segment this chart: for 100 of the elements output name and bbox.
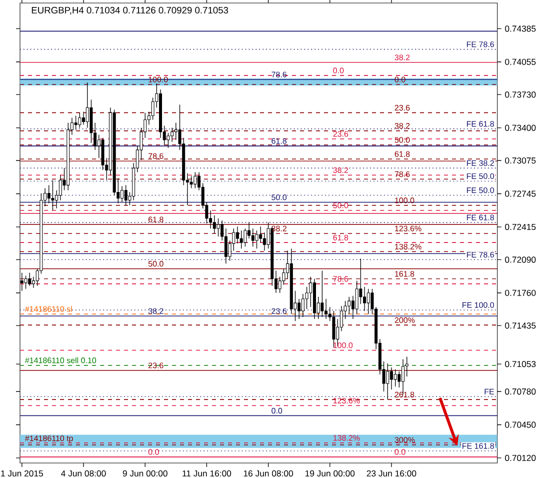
annotation: 23.6 (148, 362, 164, 368)
annotation: 0.0 (148, 449, 159, 455)
y-tick-label: 0.72745 (505, 190, 536, 197)
annotation: #14186110 tp (24, 435, 73, 443)
chart-title: EURGBP,H4 0.71034 0.71126 0.70929 0.71053 (32, 6, 228, 15)
annotation: #14186110 sl (24, 306, 72, 312)
annotation: 61.8 (272, 138, 286, 144)
annotation: 0.0 (272, 408, 282, 414)
annotation: 38.2 (394, 54, 410, 60)
annotation: 78.6 (148, 153, 164, 159)
annotation: 23.6 (272, 308, 286, 314)
candlestick (28, 272, 32, 286)
y-tick-label: 0.70450 (505, 422, 536, 428)
annotation: 61.8 (394, 151, 410, 157)
x-tick-label: 16 Jun 08:00 (244, 470, 293, 476)
annotation: 50.0 (333, 202, 348, 208)
candlestick (262, 232, 266, 251)
annotation: 138.2% (333, 435, 360, 441)
ref-line-label: FE 50.0 (466, 173, 494, 180)
x-tick-label: 23 Jun 16:00 (366, 470, 416, 476)
annotation: 38.2 (394, 123, 410, 129)
annotation: 123.6% (395, 226, 422, 232)
candlestick (216, 218, 220, 237)
y-tick-label: 0.71760 (505, 290, 536, 296)
candlestick (224, 228, 228, 264)
candlestick (51, 180, 54, 211)
annotation: 23.6 (333, 131, 348, 137)
candlestick (82, 111, 86, 126)
candlestick (58, 174, 62, 201)
annotation: 61.8 (148, 216, 164, 222)
annotation: 50.0 (148, 260, 164, 267)
y-tick-label: 0.74385 (505, 26, 536, 32)
y-tick-label: 0.71435 (505, 322, 536, 329)
y-tick-label: 0.70780 (505, 388, 536, 395)
candlestick (363, 286, 366, 312)
x-tick-label: 1 Jun 2015 (1, 470, 43, 476)
annotation: 261.8 (394, 392, 414, 398)
annotation: 38.2 (333, 167, 348, 173)
y-tick-label: 0.72415 (505, 224, 536, 230)
annotation: 78.6 (272, 72, 286, 78)
ref-line-label: FE 161.8 (462, 443, 494, 449)
annotation: 38.2 (148, 308, 164, 314)
candlestick (386, 363, 390, 400)
ref-line-label: FE 38.2 (466, 160, 494, 166)
x-tick-label: 4 Jun 08:00 (61, 470, 106, 476)
candlestick (212, 215, 216, 234)
candlestick (240, 230, 243, 249)
annotation: 100.0 (395, 198, 414, 204)
candlestick (74, 115, 78, 130)
candlestick (259, 226, 262, 243)
annotation: 78.6 (333, 276, 348, 282)
y-tick-label: 0.73400 (505, 124, 536, 131)
annotation: 23.6 (394, 104, 410, 111)
y-tick-label: 0.72090 (505, 256, 536, 263)
candlestick (348, 296, 351, 314)
candlestick (332, 310, 336, 348)
annotation: 200% (394, 317, 415, 323)
ref-line-label: FE 61.8 (466, 121, 494, 127)
y-tick-label: 0.74055 (505, 58, 536, 65)
x-tick-label: 11 Jun 16:00 (182, 470, 232, 476)
ref-line-label: FE 61.8 (466, 214, 494, 220)
candlestick (174, 122, 178, 140)
ref-line-label: FE (484, 388, 494, 394)
candlestick (124, 184, 128, 206)
annotation: 161.8 (395, 270, 414, 277)
y-tick-label: 0.70120 (505, 454, 536, 462)
candlestick (78, 112, 82, 128)
candlestick (301, 294, 304, 318)
annotation: 0.0 (333, 68, 344, 74)
candlestick (47, 184, 50, 204)
annotation: 300% (394, 437, 415, 443)
ref-line-label: FE 78.6 (466, 41, 494, 48)
candlestick (366, 288, 370, 314)
annotation: 0.0 (394, 449, 406, 455)
ref-line-label: FE 100.0 (462, 302, 494, 308)
candlestick (24, 275, 28, 290)
candlestick (194, 172, 197, 189)
annotation: 50.0 (394, 137, 410, 143)
annotation: 78.6 (394, 171, 410, 178)
ref-line-label: FE 50.0 (466, 187, 494, 194)
annotation: 61.8 (333, 234, 348, 240)
candlestick (251, 228, 254, 247)
annotation: #14186110 sell 0.10 (24, 357, 96, 364)
candlestick (324, 298, 328, 320)
y-tick-label: 0.71053 (505, 360, 536, 368)
annotation: 123.6% (333, 398, 360, 404)
candlestick (120, 186, 124, 203)
y-tick-label: 0.73075 (505, 157, 536, 164)
ref-line-label: FE 78.6 (466, 252, 494, 258)
candlestick (394, 369, 397, 387)
candlestick (278, 276, 282, 294)
candlestick (236, 226, 239, 244)
x-tick-label: 19 Jun 00:00 (305, 470, 355, 476)
candlestick (151, 97, 154, 120)
candlestick (248, 222, 251, 239)
candlestick (320, 270, 324, 318)
candlestick (255, 230, 258, 249)
x-tick-label: 9 Jun 00:00 (122, 470, 168, 476)
y-tick-label: 0.73730 (505, 92, 536, 98)
candlestick (170, 127, 174, 142)
